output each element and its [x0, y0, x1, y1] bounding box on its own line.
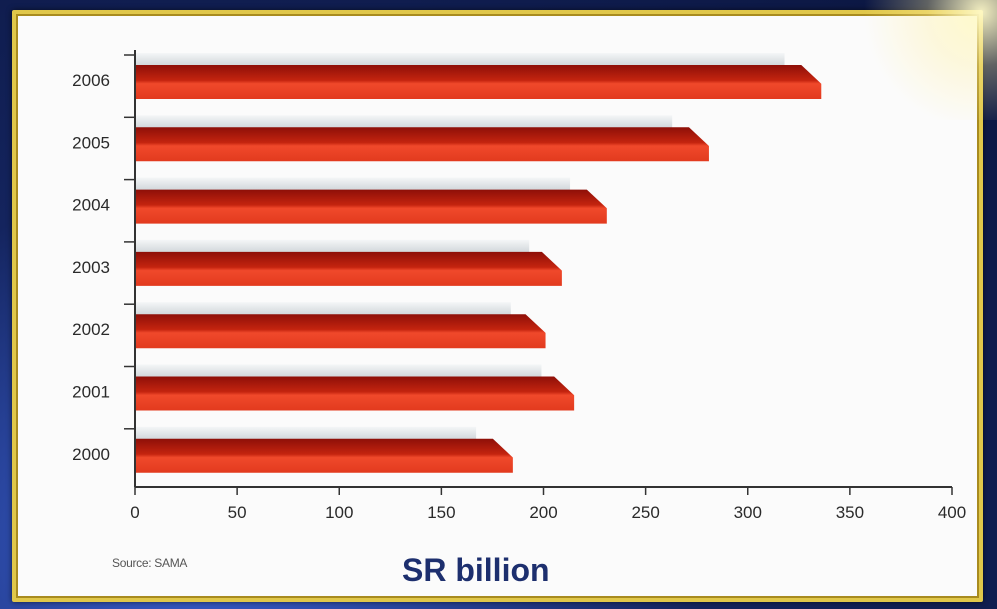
bar-series1-2001 — [135, 364, 542, 379]
x-tick-label-100: 100 — [325, 503, 353, 522]
x-tick-label-0: 0 — [130, 503, 139, 522]
bar-series2-2003 — [135, 251, 562, 286]
y-tick-label-2002: 2002 — [72, 320, 110, 339]
x-tick-label-150: 150 — [427, 503, 455, 522]
x-tick-label-50: 50 — [228, 503, 247, 522]
x-tick-label-300: 300 — [734, 503, 762, 522]
y-tick-label-2000: 2000 — [72, 445, 110, 464]
y-tick-label-2003: 2003 — [72, 258, 110, 277]
bar-series1-2000 — [135, 426, 477, 441]
bar-series2-2004 — [135, 189, 607, 224]
bar-series2-2001 — [135, 376, 575, 411]
x-tick-label-250: 250 — [631, 503, 659, 522]
bar-series1-2005 — [135, 115, 673, 130]
bar-series2-2005 — [135, 127, 709, 162]
x-axis-title: SR billion — [402, 552, 550, 588]
x-tick-label-200: 200 — [529, 503, 557, 522]
bar-series1-2004 — [135, 177, 571, 192]
source-note: Source: SAMA — [112, 556, 188, 570]
x-tick-label-400: 400 — [938, 503, 966, 522]
x-tick-label-350: 350 — [836, 503, 864, 522]
bar-series1-2003 — [135, 239, 530, 254]
bar-series2-2000 — [135, 438, 513, 473]
y-tick-label-2005: 2005 — [72, 133, 110, 152]
bar-series2-2002 — [135, 314, 546, 349]
bar-series2-2006 — [135, 65, 822, 99]
y-tick-label-2004: 2004 — [72, 196, 110, 215]
bar-series1-2006 — [135, 53, 785, 67]
y-tick-label-2001: 2001 — [72, 383, 110, 402]
bar-series1-2002 — [135, 302, 511, 317]
y-tick-label-2006: 2006 — [72, 71, 110, 90]
